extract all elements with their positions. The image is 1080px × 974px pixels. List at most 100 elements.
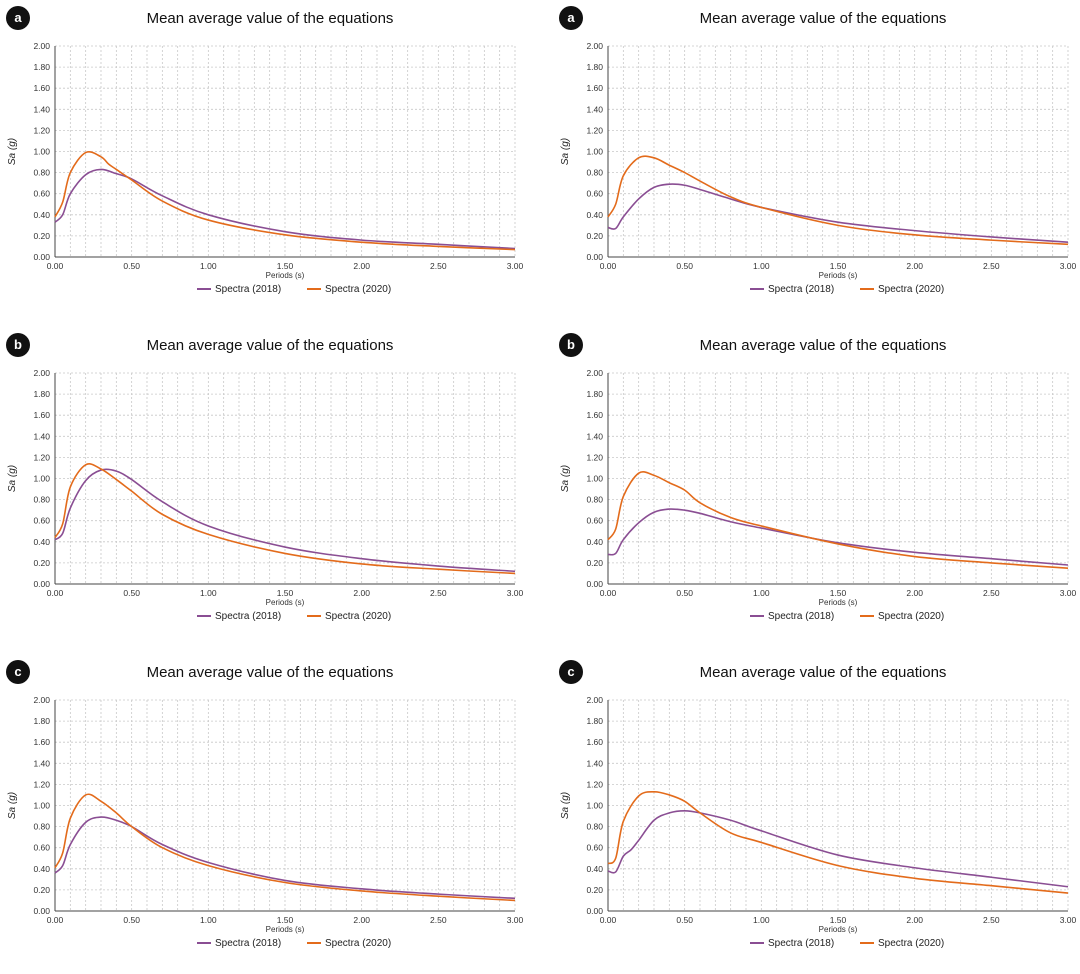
x-tick-label: 1.50 — [830, 915, 847, 925]
line-chart-svg: 0.00 0.20 0.40 0.60 0.80 1.00 1.20 1.40 1.60 1.80… — [7, 368, 524, 622]
y-tick-label: 1.80 — [586, 716, 603, 726]
series-line-spectra-2020 — [54, 151, 516, 251]
y-tick-label: 0.80 — [586, 822, 603, 832]
panel-label-badge: c — [6, 660, 30, 684]
panel-label-badge: a — [559, 6, 583, 30]
y-tick-label: 1.00 — [33, 474, 50, 484]
legend-entry-label: Spectra (2020) — [878, 284, 944, 295]
y-tick-label: 0.20 — [33, 885, 50, 895]
x-tick-label: 1.00 — [200, 261, 217, 271]
y-tick-label: 1.40 — [33, 104, 50, 114]
y-axis-label: Sa (g) — [560, 138, 571, 165]
x-tick-label: 2.50 — [983, 261, 1000, 271]
y-tick-label: 0.20 — [33, 231, 50, 241]
y-tick-label: 0.40 — [33, 210, 50, 220]
y-axis-label: Sa (g) — [560, 792, 571, 819]
y-tick-label: 1.40 — [33, 431, 50, 441]
y-tick-label: 1.00 — [33, 147, 50, 157]
y-tick-label: 1.60 — [33, 737, 50, 747]
y-tick-label: 0.20 — [586, 885, 603, 895]
panel-label-badge: a — [6, 6, 30, 30]
y-tick-label: 1.80 — [33, 389, 50, 399]
y-tick-label: 2.00 — [586, 695, 603, 705]
y-tick-label: 0.00 — [33, 579, 50, 589]
legend-entry-label: Spectra (2020) — [878, 938, 944, 949]
y-tick-label: 1.20 — [33, 779, 50, 789]
x-tick-label: 3.00 — [507, 261, 524, 271]
x-tick-label: 0.50 — [676, 915, 693, 925]
chart-panel-b-left: b Mean average value of the equations 0.00… — [0, 327, 540, 647]
series-line-spectra-2018 — [54, 168, 516, 250]
legend-entry-label: Spectra (2018) — [215, 284, 281, 295]
x-tick-label: 0.00 — [600, 588, 617, 598]
y-tick-label: 1.20 — [586, 779, 603, 789]
x-tick-label: 2.50 — [430, 588, 447, 598]
series-line-spectra-2020 — [54, 463, 516, 575]
series-line-spectra-2018 — [54, 468, 516, 573]
y-tick-label: 2.00 — [586, 368, 603, 378]
chart-title: Mean average value of the equations — [699, 337, 947, 354]
x-tick-label: 2.50 — [983, 915, 1000, 925]
chart-panel-c-left: c Mean average value of the equations 0.00… — [0, 654, 540, 974]
y-tick-label: 0.40 — [33, 864, 50, 874]
x-tick-label: 2.50 — [430, 261, 447, 271]
series-line-spectra-2018 — [607, 508, 1069, 566]
chart-title: Mean average value of the equations — [699, 664, 947, 681]
y-tick-label: 2.00 — [33, 41, 50, 51]
y-tick-label: 1.60 — [586, 737, 603, 747]
legend-entry-label: Spectra (2020) — [325, 611, 391, 622]
y-tick-label: 0.40 — [33, 537, 50, 547]
x-tick-label: 1.50 — [277, 261, 294, 271]
legend-entry-label: Spectra (2018) — [768, 938, 834, 949]
y-tick-label: 0.80 — [33, 168, 50, 178]
series-line-spectra-2020 — [607, 790, 1069, 894]
series-line-spectra-2020 — [54, 793, 516, 902]
y-tick-label: 0.60 — [586, 843, 603, 853]
y-tick-label: 0.20 — [586, 558, 603, 568]
y-tick-label: 1.40 — [586, 758, 603, 768]
y-tick-label: 1.00 — [586, 801, 603, 811]
x-tick-label: 1.00 — [200, 588, 217, 598]
panel-label-badge: b — [559, 333, 583, 357]
x-tick-label: 2.50 — [983, 588, 1000, 598]
y-tick-label: 0.60 — [33, 843, 50, 853]
legend-entry-label: Spectra (2018) — [768, 611, 834, 622]
line-chart-svg: 0.00 0.20 0.40 0.60 0.80 1.00 1.20 1.40 1.60 1.80… — [560, 368, 1077, 622]
y-axis-label: Sa (g) — [7, 138, 18, 165]
y-tick-label: 0.00 — [33, 906, 50, 916]
line-chart-svg: 0.00 0.20 0.40 0.60 0.80 1.00 1.20 1.40 1.60 1.80… — [560, 695, 1077, 949]
y-tick-label: 1.40 — [33, 758, 50, 768]
y-tick-label: 1.60 — [586, 410, 603, 420]
x-tick-label: 2.00 — [906, 915, 923, 925]
y-tick-label: 1.60 — [586, 83, 603, 93]
x-axis-label: Periods (s) — [819, 271, 858, 280]
y-tick-label: 0.00 — [33, 252, 50, 262]
y-axis-label: Sa (g) — [7, 792, 18, 819]
y-tick-label: 0.80 — [586, 168, 603, 178]
x-tick-label: 0.00 — [47, 588, 64, 598]
x-tick-label: 0.50 — [676, 588, 693, 598]
x-tick-label: 1.50 — [277, 588, 294, 598]
y-tick-label: 0.00 — [586, 906, 603, 916]
chart-panel-a-right: a Mean average value of the equations 0.00… — [553, 0, 1080, 320]
x-tick-label: 0.50 — [123, 915, 140, 925]
y-tick-label: 1.20 — [586, 452, 603, 462]
y-tick-label: 0.60 — [586, 516, 603, 526]
x-axis-label: Periods (s) — [819, 598, 858, 607]
line-chart-svg: 0.00 0.20 0.40 0.60 0.80 1.00 1.20 1.40 1.60 1.80… — [560, 41, 1077, 295]
x-tick-label: 2.00 — [353, 261, 370, 271]
y-tick-label: 0.80 — [586, 495, 603, 505]
x-tick-label: 0.50 — [123, 261, 140, 271]
chart-title: Mean average value of the equations — [146, 337, 394, 354]
y-tick-label: 0.00 — [586, 579, 603, 589]
y-tick-label: 1.40 — [586, 104, 603, 114]
x-axis-label: Periods (s) — [266, 925, 305, 934]
x-tick-label: 3.00 — [1060, 261, 1077, 271]
legend-entry-label: Spectra (2018) — [768, 284, 834, 295]
x-tick-label: 0.50 — [676, 261, 693, 271]
y-tick-label: 1.40 — [586, 431, 603, 441]
y-axis-label: Sa (g) — [7, 465, 18, 492]
x-tick-label: 1.00 — [200, 915, 217, 925]
y-tick-label: 0.20 — [33, 558, 50, 568]
